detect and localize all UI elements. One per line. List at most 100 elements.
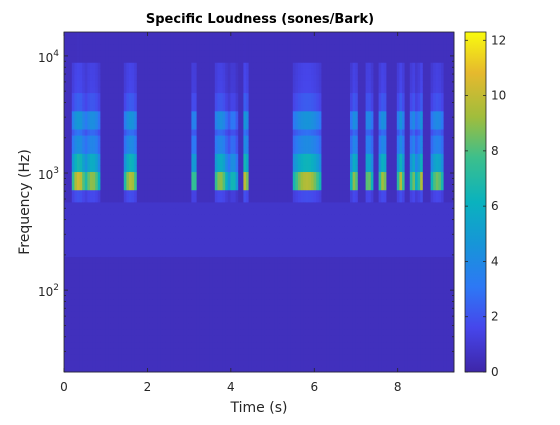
- heatmap-cell: [274, 287, 278, 294]
- heatmap-cell: [222, 171, 226, 179]
- heatmap-cell: [279, 98, 283, 106]
- heatmap-cell: [170, 256, 174, 264]
- heatmap-cell: [64, 268, 67, 276]
- heatmap-cell: [292, 110, 296, 118]
- heatmap-cell: [79, 359, 83, 367]
- heatmap-cell: [131, 56, 135, 63]
- heatmap-cell: [272, 38, 275, 45]
- heatmap-cell: [79, 311, 83, 318]
- heatmap-cell: [118, 92, 122, 100]
- heatmap-cell: [139, 268, 143, 276]
- heatmap-cell: [82, 62, 86, 69]
- heatmap-cell: [152, 44, 156, 51]
- heatmap-cell: [183, 226, 187, 233]
- heatmap-cell: [191, 32, 195, 39]
- heatmap-cell: [136, 305, 140, 312]
- heatmap-cell: [74, 208, 78, 215]
- heatmap-cell: [248, 92, 252, 100]
- heatmap-cell: [207, 293, 210, 300]
- heatmap-cell: [212, 32, 216, 39]
- heatmap-cell: [173, 74, 177, 81]
- heatmap-cell: [149, 68, 153, 75]
- heatmap-cell: [238, 208, 242, 215]
- heatmap-cell: [116, 171, 119, 179]
- heatmap-cell: [131, 68, 135, 75]
- heatmap-cell: [90, 262, 93, 270]
- heatmap-cell: [212, 123, 216, 130]
- heatmap-cell: [129, 104, 132, 112]
- heatmap-cell: [235, 305, 239, 312]
- heatmap-cell: [230, 110, 234, 118]
- heatmap-cell: [194, 323, 197, 330]
- heatmap-cell: [134, 98, 138, 106]
- heatmap-cell: [272, 159, 275, 166]
- heatmap-cell: [144, 123, 148, 130]
- heatmap-cell: [279, 92, 283, 100]
- heatmap-cell: [243, 98, 247, 106]
- heatmap-cell: [246, 305, 249, 312]
- heatmap-cell: [248, 80, 252, 88]
- heatmap-cell: [214, 256, 218, 264]
- heatmap-cell: [240, 44, 244, 51]
- heatmap-cell: [74, 98, 78, 106]
- heatmap-cell: [162, 353, 166, 361]
- heatmap-cell: [188, 171, 192, 179]
- heatmap-cell: [147, 268, 151, 276]
- heatmap-cell: [238, 189, 242, 197]
- heatmap-cell: [282, 117, 286, 124]
- heatmap-cell: [110, 341, 114, 349]
- heatmap-cell: [269, 98, 273, 106]
- heatmap-cell: [285, 293, 288, 300]
- heatmap-cell: [168, 147, 171, 154]
- heatmap-cell: [196, 311, 200, 318]
- heatmap-cell: [290, 117, 294, 124]
- heatmap-cell: [147, 329, 151, 336]
- heatmap-cell: [287, 214, 291, 221]
- heatmap-cell: [181, 123, 184, 130]
- heatmap-cell: [248, 110, 252, 118]
- heatmap-cell: [92, 262, 96, 270]
- heatmap-cell: [77, 232, 80, 239]
- heatmap-cell: [110, 323, 114, 330]
- heatmap-cell: [131, 287, 135, 294]
- heatmap-cell: [217, 123, 221, 130]
- heatmap-cell: [97, 293, 101, 300]
- heatmap-cell: [92, 202, 96, 209]
- heatmap-cell: [188, 341, 192, 349]
- heatmap-cell: [129, 232, 132, 239]
- heatmap-cell: [279, 341, 283, 349]
- heatmap-cell: [95, 311, 99, 318]
- heatmap-cell: [162, 147, 166, 154]
- heatmap-cell: [66, 74, 70, 81]
- heatmap-cell: [116, 232, 119, 239]
- heatmap-cell: [181, 262, 184, 270]
- heatmap-cell: [285, 220, 288, 227]
- heatmap-cell: [269, 317, 273, 324]
- heatmap-cell: [264, 232, 268, 239]
- heatmap-cell: [212, 135, 216, 142]
- heatmap-cell: [269, 232, 273, 239]
- heatmap-cell: [90, 183, 93, 191]
- heatmap-cell: [131, 74, 135, 81]
- heatmap-cell: [157, 159, 161, 166]
- heatmap-cell: [168, 353, 171, 361]
- heatmap-cell: [207, 202, 210, 209]
- heatmap-cell: [290, 299, 294, 306]
- heatmap-cell: [84, 80, 88, 88]
- heatmap-cell: [136, 226, 140, 233]
- heatmap-cell: [84, 110, 88, 118]
- heatmap-cell: [269, 250, 273, 258]
- heatmap-cell: [157, 189, 161, 197]
- heatmap-cell: [175, 117, 179, 124]
- heatmap-cell: [152, 268, 156, 276]
- heatmap-cell: [212, 183, 216, 191]
- heatmap-cell: [269, 104, 273, 112]
- heatmap-cell: [131, 165, 135, 173]
- heatmap-cell: [269, 189, 273, 197]
- heatmap-cell: [266, 341, 270, 349]
- heatmap-cell: [235, 335, 239, 343]
- heatmap-cell: [207, 117, 210, 124]
- heatmap-cell: [64, 262, 67, 270]
- heatmap-cell: [259, 68, 262, 75]
- heatmap-cell: [84, 183, 88, 191]
